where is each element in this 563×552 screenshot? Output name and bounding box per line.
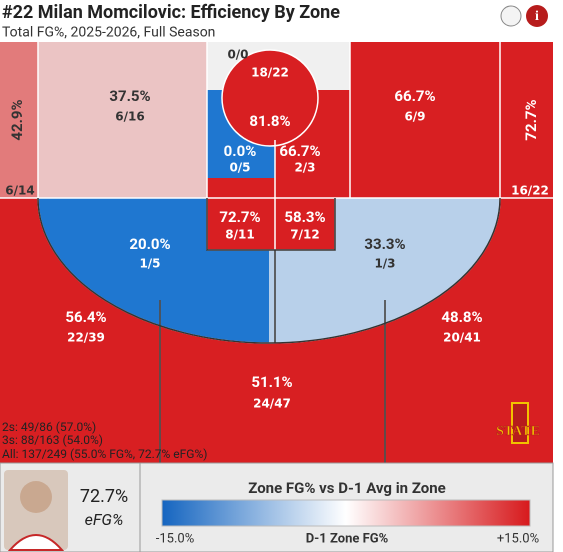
zone-pct: 81.8% xyxy=(249,112,290,130)
photo-jersey xyxy=(7,534,65,551)
court xyxy=(0,42,553,463)
paint-band xyxy=(207,178,350,198)
info-button[interactable] xyxy=(526,5,548,27)
zone-shots: 0/5 xyxy=(229,161,250,175)
zone-labels: 42.9% 6/14 37.5% 6/16 81.8% 18/22 66.7% 6/9 72.7… xyxy=(5,66,549,411)
zone-shots: 6/9 xyxy=(404,110,425,124)
logo-text: STATE xyxy=(496,424,540,439)
zone-pct: 0.0% xyxy=(224,142,257,160)
efg-value: 72.7% xyxy=(80,486,128,507)
left-corner-zone xyxy=(0,42,38,198)
zone-pct: 42.9% xyxy=(8,99,26,140)
summary-line: All: 137/249 (55.0% FG%, 72.7% eFG%) xyxy=(2,447,207,461)
zone-shots: 6/16 xyxy=(115,110,144,124)
zone-pct: 72.7% xyxy=(219,208,260,226)
logo: STATE xyxy=(496,402,540,444)
summary-line: 3s: 88/163 (54.0%) xyxy=(2,433,103,447)
legend-title: Zone FG% vs D-1 Avg in Zone xyxy=(248,479,446,497)
legend-min: -15.0% xyxy=(156,531,194,546)
zone-pct: 33.3% xyxy=(364,235,405,253)
zone-shots: 1/5 xyxy=(139,257,160,271)
top-zone-shots: 0/0 xyxy=(227,48,248,62)
efg-label: eFG% xyxy=(85,510,124,529)
left-wing-zone xyxy=(38,42,207,198)
zone-pct: 48.8% xyxy=(441,308,482,326)
info-icon: i xyxy=(535,9,539,24)
zone-shots: 8/11 xyxy=(225,228,254,242)
low-paint-left-zone xyxy=(207,198,275,250)
legend-gradient xyxy=(161,499,531,527)
legend-max: +15.0% xyxy=(497,531,539,546)
footer: 72.7% eFG% Zone FG% vs D-1 Avg in Zone -… xyxy=(0,462,554,552)
zone-pct: 56.4% xyxy=(65,308,106,326)
zone-shots: 18/22 xyxy=(251,66,289,80)
zone-shots: 2/3 xyxy=(294,161,315,175)
zone-pct: 58.3% xyxy=(284,208,325,226)
zone-shots: 1/3 xyxy=(374,257,395,271)
zone-shots: 22/39 xyxy=(67,331,105,345)
court-outline xyxy=(37,197,501,463)
low-paint-right-zone xyxy=(275,198,335,250)
zone-pct: 51.1% xyxy=(251,373,292,391)
subtitle: Total FG%, 2025-2026, Full Season xyxy=(2,25,215,41)
zone-pct: 72.7% xyxy=(522,99,540,140)
toggle-button[interactable] xyxy=(500,5,522,27)
right-wing-zone xyxy=(350,42,500,198)
title: #22 Milan Momcilovic: Efficiency By Zone xyxy=(2,2,340,23)
zone-shots: 24/47 xyxy=(253,397,291,411)
zone-pct: 66.7% xyxy=(279,142,320,160)
zone-shots: 6/14 xyxy=(5,184,34,198)
zone-shots: 16/22 xyxy=(511,184,549,198)
zone-shots: 7/12 xyxy=(290,228,319,242)
zone-pct: 66.7% xyxy=(394,87,435,105)
zone-pct: 37.5% xyxy=(109,87,150,105)
restricted-area xyxy=(221,49,319,147)
zone-shots: 20/41 xyxy=(443,331,481,345)
summary-line: 2s: 49/86 (57.0%) xyxy=(2,420,96,434)
zone-pct: 20.0% xyxy=(129,235,170,253)
legend-label: D-1 Zone FG% xyxy=(306,531,389,546)
photo-face xyxy=(20,481,52,513)
right-corner-zone xyxy=(500,42,553,198)
